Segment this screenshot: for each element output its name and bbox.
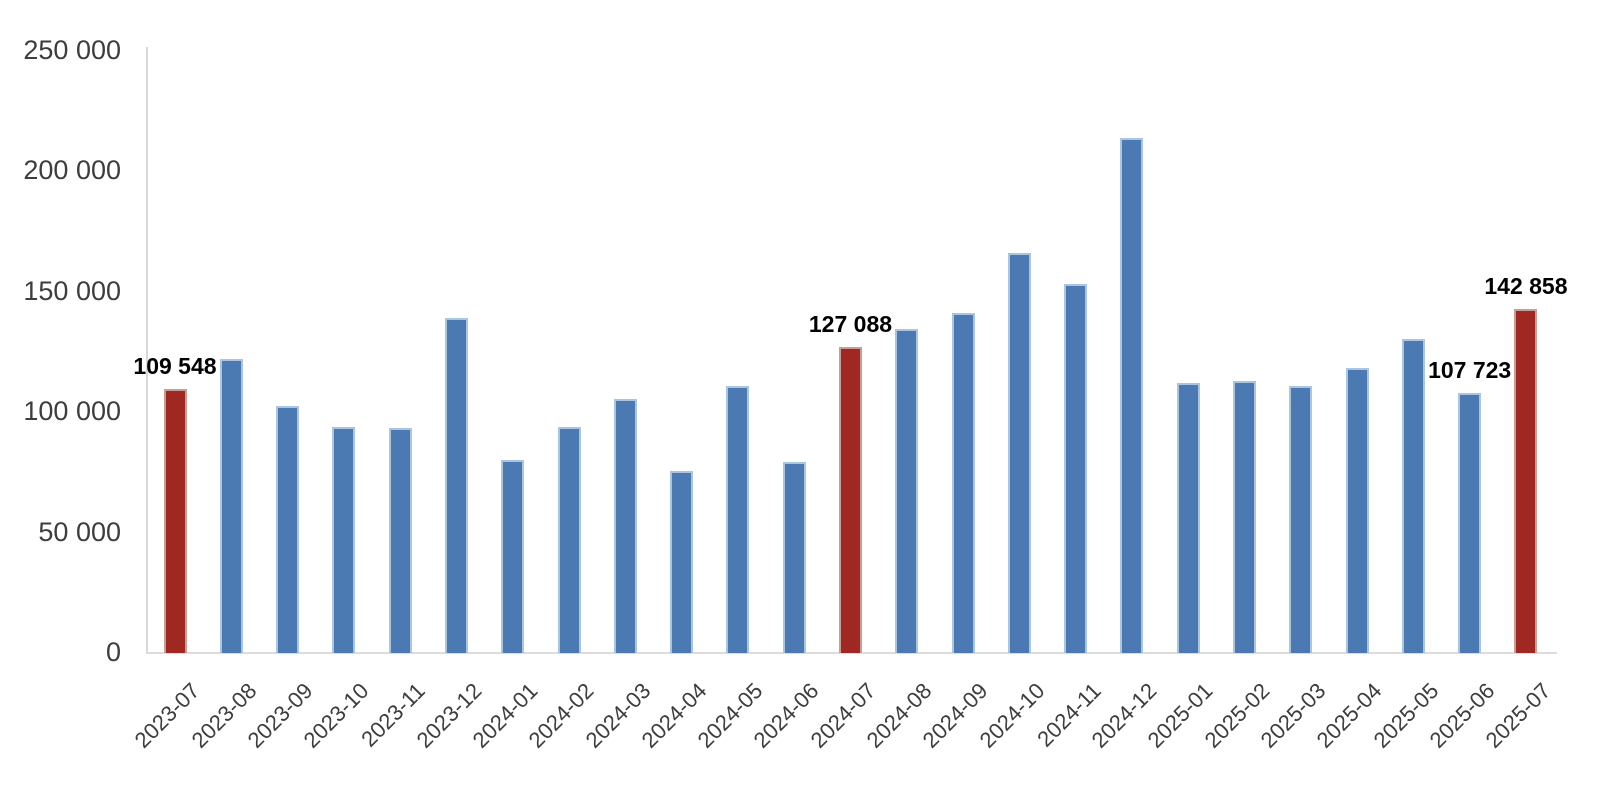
y-axis-line — [146, 47, 148, 653]
bar-2023-07 — [163, 388, 187, 653]
bar-2024-06 — [782, 462, 806, 653]
bar-2023-09 — [276, 406, 300, 653]
bar-2023-10 — [332, 427, 356, 653]
bar-2024-04 — [670, 471, 694, 653]
bar-2023-12 — [444, 317, 468, 653]
bar-2024-03 — [613, 398, 637, 653]
bar-value-label: 142 858 — [1484, 272, 1568, 299]
bar-2024-09 — [951, 312, 975, 653]
bar-2024-08 — [895, 329, 919, 653]
y-axis-tick-label: 0 — [105, 636, 121, 667]
y-axis-tick-label: 100 000 — [23, 395, 121, 426]
bar-2024-05 — [726, 386, 750, 653]
bar-2024-02 — [557, 426, 581, 653]
bar-2025-06 — [1458, 393, 1482, 653]
bar-2025-03 — [1289, 386, 1313, 653]
x-axis-line — [146, 652, 1557, 654]
bar-2024-07 — [838, 346, 862, 653]
bar-2025-01 — [1176, 382, 1200, 653]
bar-2024-12 — [1120, 138, 1144, 653]
bar-2025-07 — [1514, 308, 1538, 653]
y-axis-tick-label: 250 000 — [23, 34, 121, 65]
bar-value-label: 127 088 — [808, 310, 893, 337]
bar-2025-02 — [1233, 380, 1256, 653]
bar-value-label: 107 723 — [1428, 357, 1512, 384]
bar-2023-11 — [388, 427, 412, 653]
bar-2025-04 — [1345, 368, 1369, 653]
bar-2025-05 — [1401, 338, 1425, 653]
bar-2024-11 — [1064, 284, 1088, 653]
y-axis-tick-label: 50 000 — [38, 516, 121, 547]
bar-2024-10 — [1007, 253, 1031, 653]
y-axis-tick-label: 200 000 — [23, 154, 121, 185]
bar-2024-01 — [501, 460, 525, 653]
bar-2023-08 — [219, 359, 243, 653]
y-axis-tick-label: 150 000 — [23, 275, 121, 306]
bar-value-label: 109 548 — [133, 352, 217, 379]
